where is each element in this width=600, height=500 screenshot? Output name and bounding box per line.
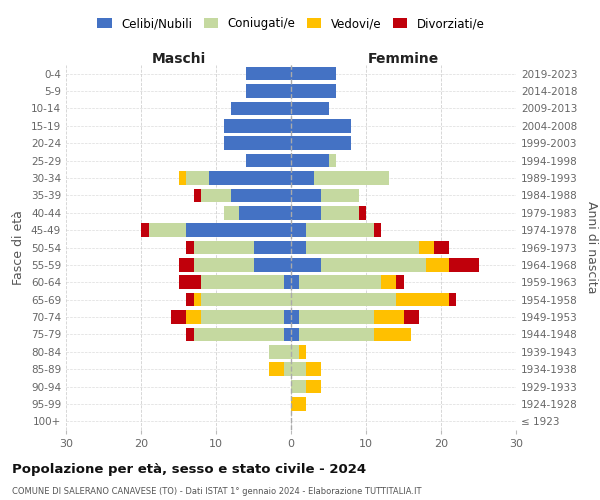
Text: Maschi: Maschi [151,52,206,66]
Bar [373,310,404,324]
Bar [396,276,404,289]
Bar [193,258,254,272]
Bar [284,276,291,289]
Y-axis label: Anni di nascita: Anni di nascita [586,201,598,294]
Bar [171,310,186,324]
Bar [314,171,389,185]
Bar [186,171,209,185]
Text: Popolazione per età, sesso e stato civile - 2024: Popolazione per età, sesso e stato civil… [12,462,366,475]
Bar [373,328,411,341]
Bar [291,136,351,150]
Bar [141,224,149,237]
Text: Femmine: Femmine [368,52,439,66]
Bar [201,310,284,324]
Bar [246,67,291,80]
Bar [291,67,336,80]
Bar [299,345,306,358]
Bar [381,276,396,289]
Bar [149,224,186,237]
Bar [284,310,291,324]
Bar [291,293,396,306]
Bar [246,84,291,98]
Bar [291,188,321,202]
Bar [193,188,201,202]
Bar [179,276,201,289]
Legend: Celibi/Nubili, Coniugati/e, Vedovi/e, Divorziati/e: Celibi/Nubili, Coniugati/e, Vedovi/e, Di… [92,12,490,35]
Bar [306,380,321,394]
Bar [246,154,291,168]
Bar [239,206,291,220]
Y-axis label: Fasce di età: Fasce di età [13,210,25,285]
Bar [291,171,314,185]
Bar [433,240,449,254]
Bar [223,119,291,132]
Bar [231,188,291,202]
Bar [186,310,201,324]
Bar [404,310,419,324]
Bar [321,258,426,272]
Bar [269,345,291,358]
Bar [321,206,359,220]
Bar [291,362,306,376]
Bar [291,240,306,254]
Bar [306,224,373,237]
Bar [291,206,321,220]
Bar [223,206,239,220]
Bar [193,293,201,306]
Bar [284,328,291,341]
Bar [291,276,299,289]
Bar [426,258,449,272]
Bar [299,310,373,324]
Bar [201,293,291,306]
Bar [396,293,449,306]
Bar [449,293,456,306]
Bar [306,240,419,254]
Bar [223,136,291,150]
Bar [186,240,193,254]
Bar [269,362,284,376]
Bar [179,258,193,272]
Bar [254,240,291,254]
Bar [373,224,381,237]
Bar [193,328,284,341]
Bar [291,345,299,358]
Bar [291,224,306,237]
Bar [231,102,291,115]
Bar [419,240,433,254]
Bar [329,154,336,168]
Bar [291,154,329,168]
Bar [254,258,291,272]
Bar [359,206,366,220]
Bar [299,276,381,289]
Bar [291,119,351,132]
Bar [179,171,186,185]
Bar [193,240,254,254]
Bar [291,310,299,324]
Text: COMUNE DI SALERANO CANAVESE (TO) - Dati ISTAT 1° gennaio 2024 - Elaborazione TUT: COMUNE DI SALERANO CANAVESE (TO) - Dati … [12,488,421,496]
Bar [201,276,284,289]
Bar [186,328,193,341]
Bar [291,380,306,394]
Bar [299,328,373,341]
Bar [291,258,321,272]
Bar [186,293,193,306]
Bar [291,328,299,341]
Bar [291,102,329,115]
Bar [449,258,479,272]
Bar [284,362,291,376]
Bar [186,224,291,237]
Bar [209,171,291,185]
Bar [291,397,306,410]
Bar [321,188,359,202]
Bar [201,188,231,202]
Bar [306,362,321,376]
Bar [291,84,336,98]
